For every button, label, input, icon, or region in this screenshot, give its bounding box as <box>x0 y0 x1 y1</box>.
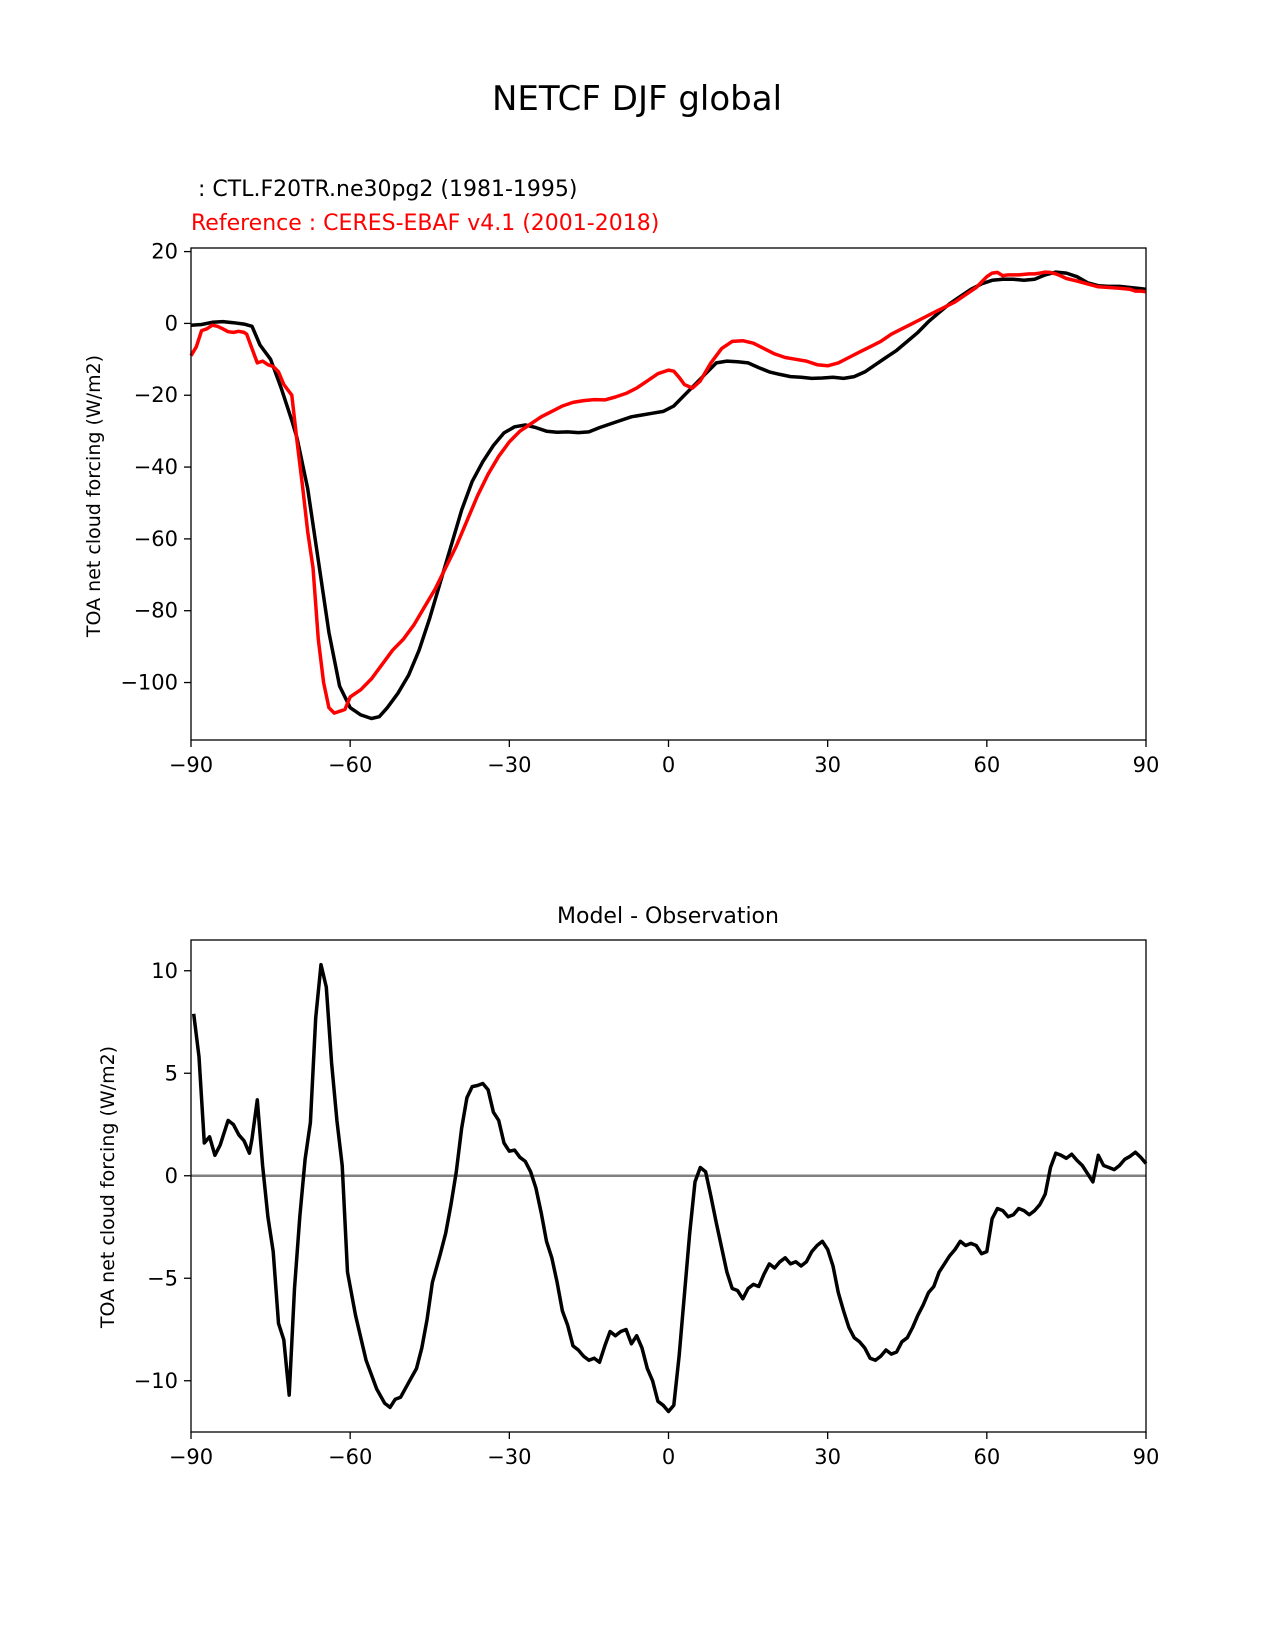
y-tick-label: 0 <box>165 1164 178 1188</box>
y-tick-label: −80 <box>134 599 178 623</box>
series-line-0 <box>191 962 1148 1414</box>
x-tick-label: 0 <box>662 1445 675 1469</box>
y-tick-label: −20 <box>134 383 178 407</box>
x-tick-label: 30 <box>814 753 841 777</box>
x-tick-label: −60 <box>328 1445 372 1469</box>
x-tick-label: −90 <box>169 1445 213 1469</box>
y-tick-label: 20 <box>151 240 178 264</box>
x-tick-label: 0 <box>662 753 675 777</box>
bottom-y-axis-label: TOA net cloud forcing (W/m2) <box>97 1046 119 1329</box>
y-tick-label: −10 <box>134 1369 178 1393</box>
test-label: : CTL.F20TR.ne30pg2 (1981-1995) <box>191 177 578 202</box>
difference-chart-title: Model - Observation <box>557 904 779 929</box>
x-tick-label: 90 <box>1133 753 1160 777</box>
y-tick-label: −5 <box>147 1266 178 1290</box>
reference-label: Reference : CERES-EBAF v4.1 (2001-2018) <box>191 211 659 236</box>
y-tick-label: −40 <box>134 455 178 479</box>
x-tick-label: −30 <box>487 1445 531 1469</box>
x-tick-label: −90 <box>169 753 213 777</box>
y-tick-label: 5 <box>165 1061 178 1085</box>
series-line-1 <box>189 270 1147 715</box>
x-tick-label: −60 <box>328 753 372 777</box>
x-tick-label: 60 <box>973 1445 1000 1469</box>
x-tick-label: 60 <box>973 753 1000 777</box>
axes-frame <box>190 939 1147 1433</box>
top-y-axis-label: TOA net cloud forcing (W/m2) <box>83 355 105 638</box>
x-tick-label: 90 <box>1133 1445 1160 1469</box>
y-tick-label: 10 <box>151 959 178 983</box>
x-tick-label: 30 <box>814 1445 841 1469</box>
x-tick-label: −30 <box>487 753 531 777</box>
top-plot-area: −90 −60 −30 0 30 60 90 20 0 −20 −40 −60 −80 −100 <box>120 240 1159 777</box>
series-line-0 <box>190 270 1147 721</box>
y-tick-label: −60 <box>134 527 178 551</box>
bottom-plot-area: −90 −60 −30 0 30 60 90 10 5 0 −5 −10 <box>134 939 1160 1469</box>
y-tick-label: 0 <box>165 311 178 335</box>
difference-line-chart: Model - Observation −90 −60 −30 0 30 60 90 10 5 0… <box>97 904 1159 1469</box>
figure-title: NETCF DJF global <box>492 79 782 119</box>
latitude-line-chart: : CTL.F20TR.ne30pg2 (1981-1995) Referenc… <box>83 177 1159 777</box>
y-tick-label: −100 <box>120 671 178 695</box>
